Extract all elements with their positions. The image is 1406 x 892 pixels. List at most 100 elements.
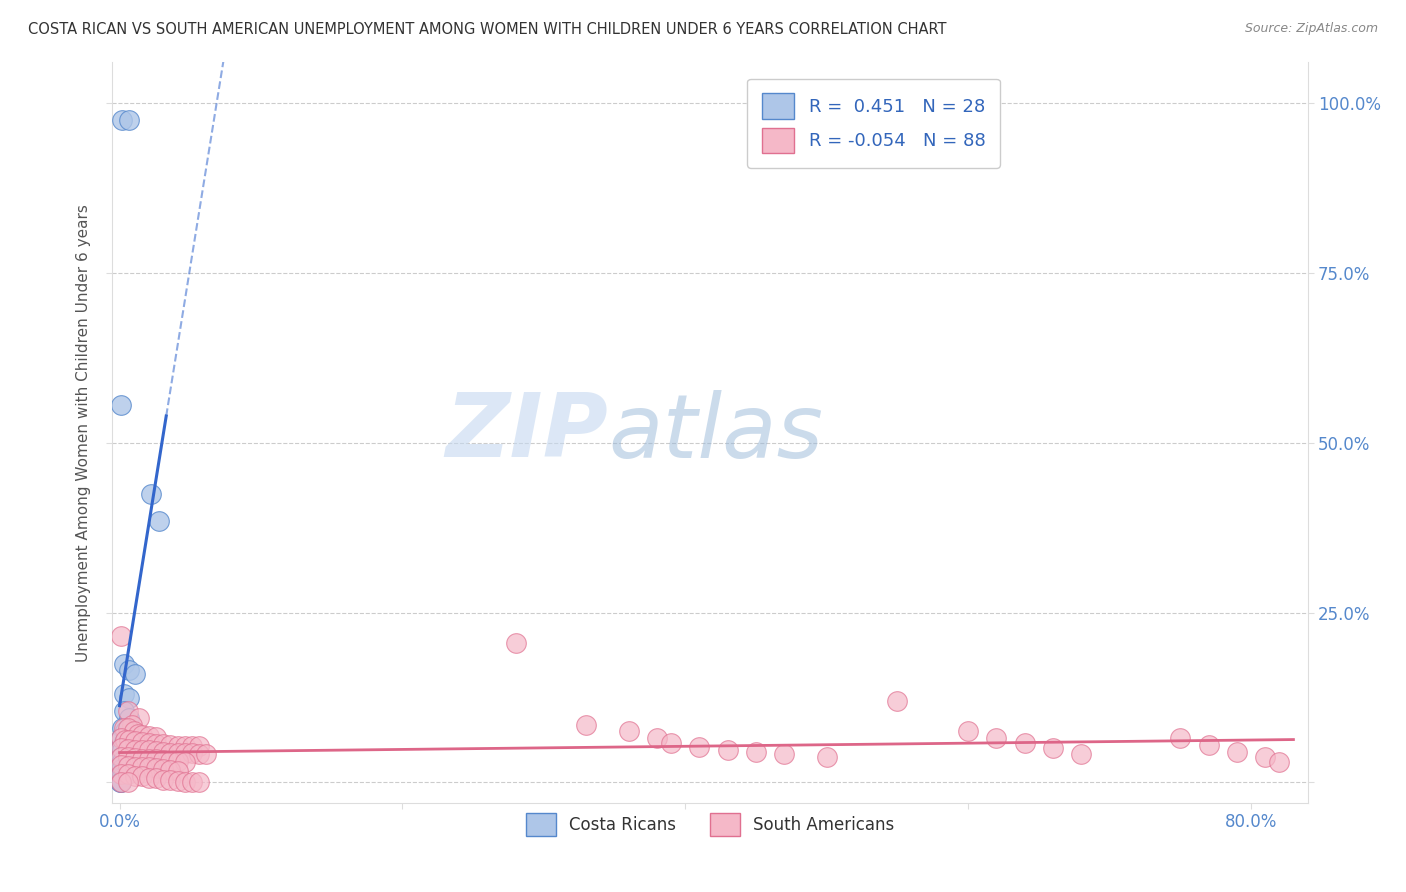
Point <box>110 762 132 776</box>
Point <box>194 747 217 761</box>
Point <box>118 690 141 705</box>
Point <box>138 743 160 757</box>
Point <box>773 747 796 761</box>
Point <box>110 629 132 643</box>
Point <box>117 775 139 789</box>
Point <box>180 739 202 754</box>
Point <box>131 760 153 774</box>
Point <box>173 739 195 753</box>
Point <box>124 760 146 774</box>
Point <box>886 694 908 708</box>
Point <box>1014 736 1036 750</box>
Point <box>138 760 160 774</box>
Point <box>745 745 768 759</box>
Point <box>118 711 141 725</box>
Point <box>131 734 153 748</box>
Point <box>1042 741 1064 756</box>
Point <box>128 711 150 725</box>
Point <box>187 739 209 754</box>
Point <box>575 717 598 731</box>
Point <box>138 752 160 766</box>
Point <box>138 736 160 750</box>
Point <box>115 736 138 750</box>
Point <box>717 743 740 757</box>
Point <box>111 765 134 780</box>
Point <box>117 742 139 756</box>
Point <box>110 749 132 764</box>
Point <box>1198 738 1220 752</box>
Point <box>145 744 167 758</box>
Point <box>110 731 132 746</box>
Point <box>131 728 153 742</box>
Point <box>139 487 162 501</box>
Point <box>110 741 132 756</box>
Point <box>166 746 188 760</box>
Point <box>110 749 132 764</box>
Point <box>166 739 188 753</box>
Point <box>112 704 135 718</box>
Point <box>1268 755 1291 769</box>
Legend: Costa Ricans, South Americans: Costa Ricans, South Americans <box>516 803 904 847</box>
Point <box>173 746 195 760</box>
Text: Source: ZipAtlas.com: Source: ZipAtlas.com <box>1244 22 1378 36</box>
Point <box>166 774 188 789</box>
Point <box>148 514 170 528</box>
Point <box>505 636 527 650</box>
Point <box>112 734 135 748</box>
Text: COSTA RICAN VS SOUTH AMERICAN UNEMPLOYMENT AMONG WOMEN WITH CHILDREN UNDER 6 YEA: COSTA RICAN VS SOUTH AMERICAN UNEMPLOYME… <box>28 22 946 37</box>
Point <box>108 770 131 784</box>
Point <box>159 763 181 777</box>
Point <box>173 755 195 769</box>
Point <box>1254 749 1277 764</box>
Point <box>114 724 136 739</box>
Point <box>108 775 131 789</box>
Point <box>131 743 153 757</box>
Point <box>159 746 181 760</box>
Point <box>145 730 167 744</box>
Point <box>118 733 141 747</box>
Point <box>121 717 143 731</box>
Point <box>111 721 134 735</box>
Point <box>111 113 134 128</box>
Point <box>986 731 1008 746</box>
Point <box>111 754 134 768</box>
Point <box>159 738 181 752</box>
Point <box>957 724 980 739</box>
Point <box>138 771 160 785</box>
Point <box>166 755 188 769</box>
Point <box>152 738 174 752</box>
Point <box>159 754 181 768</box>
Point <box>124 769 146 783</box>
Point <box>124 751 146 765</box>
Point <box>138 729 160 743</box>
Point <box>1070 747 1092 761</box>
Point <box>127 726 149 740</box>
Point <box>659 736 682 750</box>
Point <box>124 743 146 757</box>
Point <box>152 762 174 776</box>
Point <box>110 775 132 789</box>
Point <box>617 724 640 739</box>
Point <box>166 764 188 778</box>
Point <box>145 752 167 766</box>
Point <box>645 731 668 746</box>
Point <box>152 745 174 759</box>
Point <box>118 664 141 678</box>
Point <box>131 752 153 766</box>
Point <box>145 772 167 786</box>
Point <box>112 657 135 671</box>
Point <box>145 761 167 775</box>
Point <box>110 758 132 772</box>
Point <box>131 769 153 783</box>
Text: ZIP: ZIP <box>446 389 609 476</box>
Point <box>152 772 174 787</box>
Point <box>815 749 838 764</box>
Point <box>145 737 167 751</box>
Point <box>117 704 139 718</box>
Point <box>110 772 132 786</box>
Point <box>110 399 132 413</box>
Point <box>112 721 135 735</box>
Point <box>1168 731 1191 746</box>
Point <box>110 774 132 789</box>
Point <box>124 666 146 681</box>
